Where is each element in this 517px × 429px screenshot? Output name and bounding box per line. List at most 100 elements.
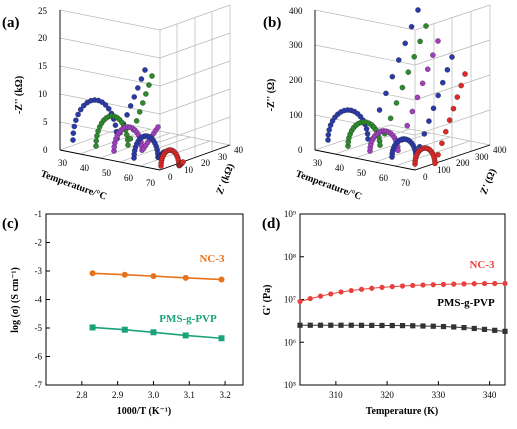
- impedance-point: [125, 142, 131, 148]
- panel-a: (a): [2, 4, 244, 203]
- impedance-point: [325, 137, 331, 143]
- tick-label: 40: [335, 163, 345, 173]
- impedance-point: [146, 82, 152, 88]
- tick-label: 70: [146, 178, 156, 188]
- impedance-point: [432, 160, 438, 167]
- panel-c-xlabel: 1000/T (K⁻¹): [117, 406, 171, 417]
- y-tick-label: 10⁶: [284, 337, 296, 347]
- panel-a-zp-ticks: 0 10 20 30 40: [168, 145, 244, 182]
- data-point: [440, 323, 447, 330]
- y-tick-label: -6: [35, 352, 43, 362]
- data-point: [379, 322, 385, 329]
- tick-label: 10: [38, 89, 48, 99]
- data-point: [461, 281, 467, 287]
- tick-label: 300: [475, 152, 489, 162]
- impedance-point: [140, 100, 146, 106]
- data-point: [307, 322, 313, 328]
- x-tick-label: 3.0: [148, 390, 160, 400]
- impedance-point: [155, 124, 161, 130]
- impedance-point: [75, 111, 81, 118]
- impedance-point: [408, 23, 415, 30]
- data-point: [328, 291, 334, 297]
- panel-b-z-ticks: 0 100 200 300 400: [289, 6, 303, 155]
- panel-b-temp-ticks: 30 40 50 60 70: [313, 158, 411, 188]
- data-point: [317, 322, 324, 328]
- impedance-point: [93, 143, 99, 149]
- impedance-point: [127, 103, 134, 109]
- data-point: [471, 325, 477, 332]
- panel-b-arcs: [325, 7, 468, 167]
- impedance-point: [73, 117, 79, 123]
- data-point: [481, 280, 488, 287]
- impedance-point: [450, 105, 457, 112]
- tick-label: 25: [38, 6, 48, 16]
- data-point: [182, 274, 189, 281]
- panel-a-temp-label: Temperature/°C: [39, 168, 108, 202]
- tick-label: 30: [218, 152, 228, 162]
- x-tick-label: 330: [432, 390, 446, 400]
- y-tick-label: -3: [35, 266, 43, 276]
- impedance-point: [435, 152, 441, 158]
- data-point: [348, 287, 354, 294]
- impedance-point: [387, 115, 394, 122]
- panel-a-zp-label: Z' (kΩ): [215, 162, 237, 196]
- panel-c-ylabel: log (σ) (S cm⁻¹): [10, 267, 21, 333]
- tick-label: 10: [184, 165, 194, 175]
- data-point: [338, 289, 344, 295]
- panel-a-arcs: [70, 67, 186, 169]
- data-point: [369, 285, 375, 291]
- panel-a-z-ticks: 0 5 10 15 20 25: [38, 6, 48, 155]
- data-point: [410, 323, 416, 329]
- y-tick-label: 10⁷: [284, 295, 296, 305]
- impedance-point: [417, 38, 423, 45]
- panel-a-temp-ticks: 30 40 50 60 70: [58, 158, 156, 188]
- tick-label: 100: [437, 165, 451, 175]
- data-point: [317, 293, 324, 299]
- data-point: [481, 326, 488, 332]
- data-point: [89, 270, 96, 277]
- impedance-point: [364, 131, 371, 137]
- impedance-point: [443, 128, 449, 135]
- panel-d-plot: [297, 280, 508, 334]
- impedance-point: [363, 126, 370, 132]
- impedance-point: [462, 71, 468, 77]
- panel-a-label: (a): [2, 15, 20, 31]
- impedance-point: [415, 7, 421, 13]
- panel-b-temp-label: Temperature/°C: [294, 168, 363, 202]
- data-point: [121, 326, 128, 333]
- impedance-point: [405, 69, 412, 75]
- data-point: [358, 286, 365, 292]
- x-tick-label: 340: [483, 390, 497, 400]
- data-point: [420, 323, 426, 329]
- data-point: [121, 271, 128, 278]
- impedance-point: [424, 66, 431, 72]
- panel-b-z-label: -Z'' (Ω): [266, 79, 277, 112]
- y-tick-label: 10⁸: [284, 252, 296, 262]
- y-tick-label: -4: [35, 295, 43, 305]
- impedance-point: [133, 118, 140, 124]
- panel-c-frame: [45, 213, 244, 386]
- impedance-point: [112, 122, 119, 128]
- data-point: [218, 335, 225, 342]
- panel-b-zp-ticks: 0 100 200 300 400: [423, 145, 507, 182]
- x-tick-label: 320: [380, 390, 394, 400]
- panel-c-axes: 2.8 2.9 3.0 3.1 3.2 -1 -2 -3 -4 -5 -6 -7: [35, 209, 231, 400]
- series-line: [92, 272, 222, 281]
- panel-d: (d) 310 320 330 340 10⁵ 10⁶ 10⁷ 10⁸ 10⁹ Temperat…: [262, 209, 508, 417]
- x-tick-label: 3.1: [184, 390, 195, 400]
- data-point: [358, 322, 365, 328]
- y-tick-label: -5: [35, 323, 43, 333]
- data-point: [410, 282, 416, 289]
- impedance-point: [389, 73, 396, 80]
- impedance-point: [70, 130, 77, 136]
- impedance-point: [454, 94, 461, 100]
- impedance-point: [396, 57, 402, 63]
- impedance-point: [124, 112, 130, 118]
- x-tick-label: 2.8: [76, 390, 88, 400]
- data-point: [379, 284, 385, 290]
- panel-b: (b) 0 100 200: [263, 4, 507, 203]
- data-point: [307, 295, 313, 302]
- tick-label: 0: [168, 172, 173, 182]
- series-label-nc3-d: NC-3: [469, 259, 495, 271]
